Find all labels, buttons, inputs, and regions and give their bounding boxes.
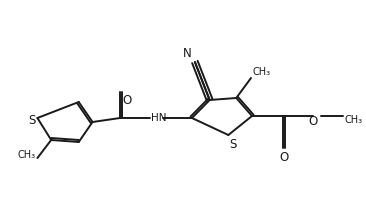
Text: O: O	[280, 151, 289, 164]
Text: S: S	[28, 113, 36, 127]
Text: CH₃: CH₃	[17, 150, 36, 160]
Text: O: O	[309, 115, 318, 128]
Text: N: N	[183, 47, 192, 60]
Text: O: O	[122, 94, 131, 107]
Text: HN: HN	[150, 113, 166, 123]
Text: CH₃: CH₃	[253, 67, 271, 77]
Text: S: S	[229, 138, 237, 151]
Text: CH₃: CH₃	[344, 115, 363, 125]
